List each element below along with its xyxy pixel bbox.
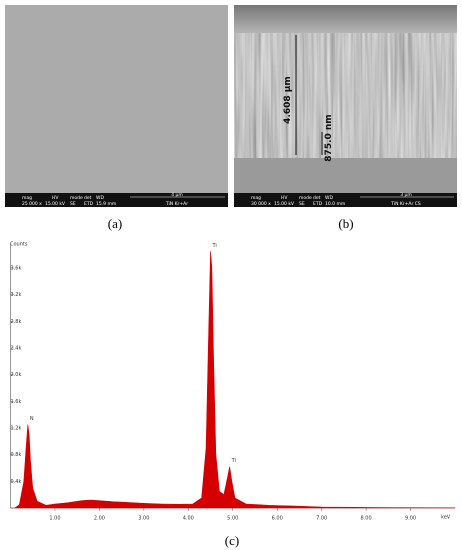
- x-tick-label: 7.00: [316, 516, 327, 522]
- x-tick-label: 3.00: [138, 516, 149, 522]
- y-tick-label: 2.8k: [11, 319, 22, 325]
- x-tick-label: 5.00: [227, 516, 238, 522]
- thickness-label: 4.608 µm: [283, 76, 293, 124]
- info-value: 10.0 mm: [325, 201, 345, 207]
- info-header: mag: [22, 196, 32, 201]
- y-tick-label: 2.4k: [11, 346, 22, 352]
- peak-label: Ti: [231, 458, 236, 464]
- info-bar: [5, 193, 228, 207]
- peak-label: N: [30, 416, 34, 422]
- x-tick-label: 9.00: [405, 516, 416, 522]
- y-tick-label: 1.6k: [11, 399, 22, 405]
- x-tick-label: 8.00: [361, 516, 372, 522]
- info-bar: [234, 193, 457, 207]
- x-tick-label: 6.00: [272, 516, 283, 522]
- y-tick-label: 3.2k: [11, 292, 22, 298]
- scale-label: 3 µm: [400, 192, 412, 198]
- sem-substrate: [234, 158, 457, 193]
- info-value: 15.00 kV: [274, 201, 295, 207]
- info-value: 25 000 x: [22, 201, 42, 207]
- info-value: ETD: [313, 201, 323, 207]
- y-tick-label: 0.8k: [11, 452, 22, 458]
- info-value: 15.9 mm: [96, 201, 116, 207]
- panel-label: (c): [225, 533, 239, 548]
- y-tick-label: 0.4k: [11, 479, 22, 485]
- x-tick-label: 2.00: [94, 516, 105, 522]
- x-tick-label: 1.00: [49, 516, 60, 522]
- interlayer-label: 875.0 nm: [324, 114, 334, 161]
- info-header: HV: [281, 195, 288, 201]
- info-header: det: [84, 195, 92, 201]
- sem-background: [234, 5, 457, 33]
- info-header: mode: [70, 195, 83, 201]
- sem-columns: [234, 33, 457, 158]
- x-tick-label: 4.00: [183, 516, 194, 522]
- info-header: WD: [325, 195, 333, 201]
- y-tick-label: 2.0k: [11, 372, 22, 378]
- panel-label: (a): [108, 216, 122, 231]
- sample-label: TiN Kr+Ar: [165, 201, 188, 207]
- info-value: ETD: [84, 201, 94, 207]
- info-value: SE: [299, 201, 305, 207]
- info-header: WD: [96, 195, 104, 201]
- y-axis-label: Counts: [10, 242, 28, 248]
- info-value: SE: [70, 201, 76, 207]
- info-value: 30 000 x: [251, 201, 271, 207]
- panel-b: 4.608 µm 875.0 nm mag HV mode det WD 30 …: [234, 5, 457, 231]
- info-value: 15.00 kV: [45, 201, 66, 207]
- y-tick-label: 3.6k: [11, 266, 22, 272]
- info-header: mode: [299, 195, 312, 201]
- x-axis-label: keV: [441, 515, 451, 521]
- spectrum-chart: Counts keV (c) 0.4k 0.8k 1.2k 1.6k 2.0k 2.4k 2…: [10, 242, 456, 548]
- spectrum-area: [10, 251, 456, 509]
- info-header: mag: [251, 196, 261, 201]
- sample-label: TiN Kr+Ar CS: [390, 201, 421, 207]
- peak-label: Ti: [212, 243, 217, 249]
- y-tick-label: 1.2k: [11, 426, 22, 432]
- info-header: HV: [52, 195, 59, 201]
- panel-a: mag HV mode det WD 25 000 x 15.00 kV SE …: [5, 5, 228, 231]
- scale-label: 4 µm: [171, 192, 183, 198]
- panel-label: (b): [338, 216, 353, 231]
- sem-image: [5, 5, 228, 193]
- info-header: det: [313, 195, 321, 201]
